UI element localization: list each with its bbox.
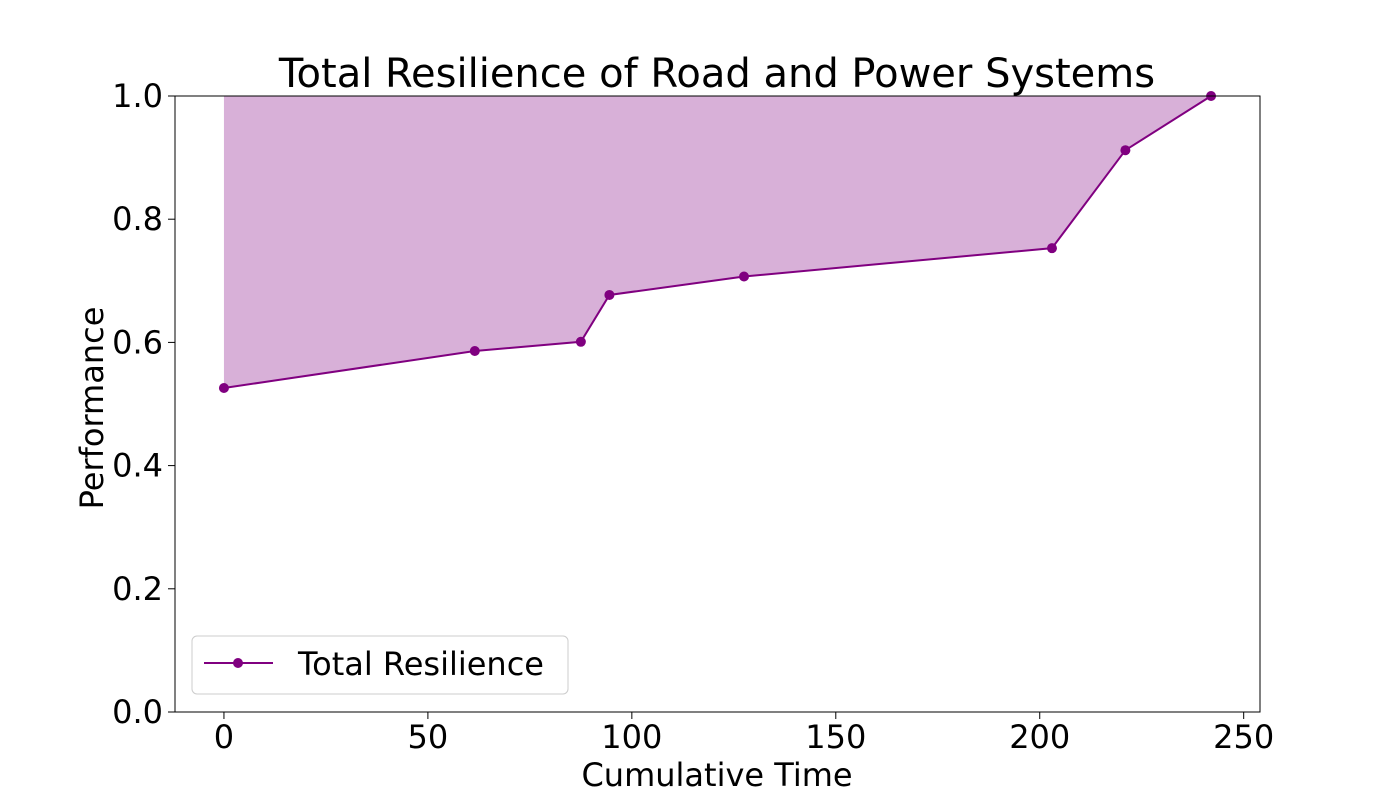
legend-marker-swatch	[233, 658, 243, 668]
y-tick-label: 0.8	[112, 200, 163, 238]
data-point	[739, 271, 750, 282]
series-line-total-resilience	[223, 95, 1212, 389]
data-point	[469, 346, 480, 357]
chart-title: Total Resilience of Road and Power Syste…	[278, 51, 1155, 97]
x-tick-label: 150	[805, 718, 866, 756]
data-point	[575, 336, 586, 347]
resilience-fill-area	[223, 96, 1212, 388]
plot-frame	[174, 95, 1261, 713]
x-tick-label: 0	[214, 718, 234, 756]
y-axis-label: Performance	[73, 307, 111, 510]
data-point	[1120, 145, 1131, 156]
legend-entry-label: Total Resilience	[297, 645, 544, 683]
x-axis-label: Cumulative Time	[581, 756, 852, 794]
plot-area	[218, 91, 1217, 393]
legend: Total Resilience	[191, 635, 569, 695]
legend-box	[191, 635, 569, 695]
x-tick-label: 100	[601, 718, 662, 756]
axes: 0 50 100 150 200 250 0.0 0.2 0.4 0.6 0.8 1.0	[112, 77, 1274, 756]
data-point	[604, 289, 615, 300]
x-tick-label: 250	[1213, 718, 1274, 756]
y-tick-label: 0.4	[112, 447, 163, 485]
y-tick-label: 0.2	[112, 570, 163, 608]
y-tick-label: 0.0	[112, 693, 163, 731]
data-point	[218, 382, 229, 393]
x-tick-label: 50	[408, 718, 449, 756]
x-tick-label: 200	[1009, 718, 1070, 756]
y-tick-label: 1.0	[112, 77, 163, 115]
y-tick-label: 0.6	[112, 323, 163, 361]
data-point	[1046, 243, 1057, 254]
